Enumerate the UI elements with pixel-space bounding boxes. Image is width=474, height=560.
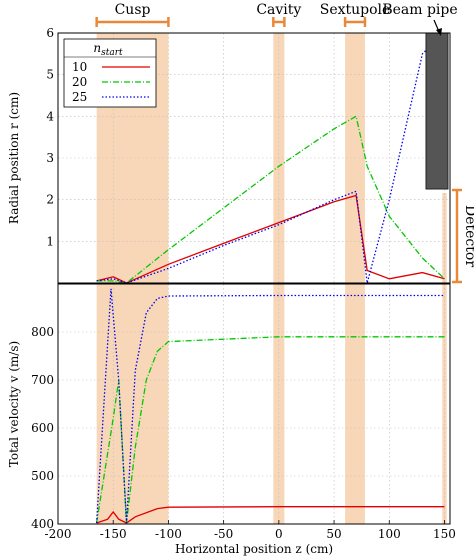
bottom-y-axis-label: Total velocity v (m/s) <box>7 341 21 467</box>
region-shade-detector <box>442 193 447 524</box>
detector-label: Detector <box>462 205 474 267</box>
legend-entry-25: 25 <box>72 90 87 104</box>
legend-entry-20: 20 <box>72 75 87 89</box>
top-y-tick-label: 2 <box>46 193 54 207</box>
x-tick-label: -100 <box>155 527 182 541</box>
x-axis-label: Horizontal position z (cm) <box>175 542 333 556</box>
beam-pipe-arrowhead <box>436 28 442 36</box>
x-tick-label: 100 <box>378 527 401 541</box>
x-tick-label: 0 <box>275 527 283 541</box>
x-tick-label: 150 <box>433 527 456 541</box>
tick-labels: -200 -150 -100 -50 0 50 100 150 1 2 3 4 5 6 400 500 600 7… <box>31 26 456 541</box>
x-tick-label: 50 <box>326 527 341 541</box>
bottom-y-tick-label: 400 <box>31 517 54 531</box>
bottom-series-25 <box>95 288 445 524</box>
x-tick-label: -200 <box>45 527 72 541</box>
detector-bracket: Detector <box>452 188 474 284</box>
bottom-y-tick-label: 800 <box>31 325 54 339</box>
top-series-25 <box>96 33 445 283</box>
region-label-sextupole: Sextupole <box>320 2 391 18</box>
region-label-cavity: Cavity <box>256 2 301 18</box>
region-label-beam-pipe: Beam pipe <box>382 2 457 18</box>
bottom-y-tick-label: 600 <box>31 421 54 435</box>
bottom-panel-frame <box>57 283 451 525</box>
region-label-cusp: Cusp <box>115 2 151 18</box>
region-shade-sextupole <box>345 33 365 524</box>
bottom-series-10 <box>96 506 445 524</box>
legend-entry-10: 10 <box>72 60 87 74</box>
bottom-series-20 <box>95 336 445 524</box>
legend: nstart 10 20 25 <box>63 38 157 108</box>
bottom-panel-series <box>95 288 445 524</box>
top-panel-frame <box>57 32 451 284</box>
bottom-y-tick-label: 500 <box>31 469 54 483</box>
top-y-tick-label: 6 <box>46 26 54 40</box>
top-y-tick-label: 3 <box>46 151 54 165</box>
beam-pipe-block <box>425 32 449 190</box>
x-tick-label: -150 <box>100 527 127 541</box>
bottom-y-tick-label: 700 <box>31 373 54 387</box>
x-tick-label: -50 <box>214 527 233 541</box>
top-y-tick-label: 4 <box>46 109 54 123</box>
top-y-tick-label: 5 <box>46 68 54 82</box>
top-y-axis-label: Radial position r (cm) <box>7 92 21 224</box>
top-y-tick-label: 1 <box>46 234 54 248</box>
